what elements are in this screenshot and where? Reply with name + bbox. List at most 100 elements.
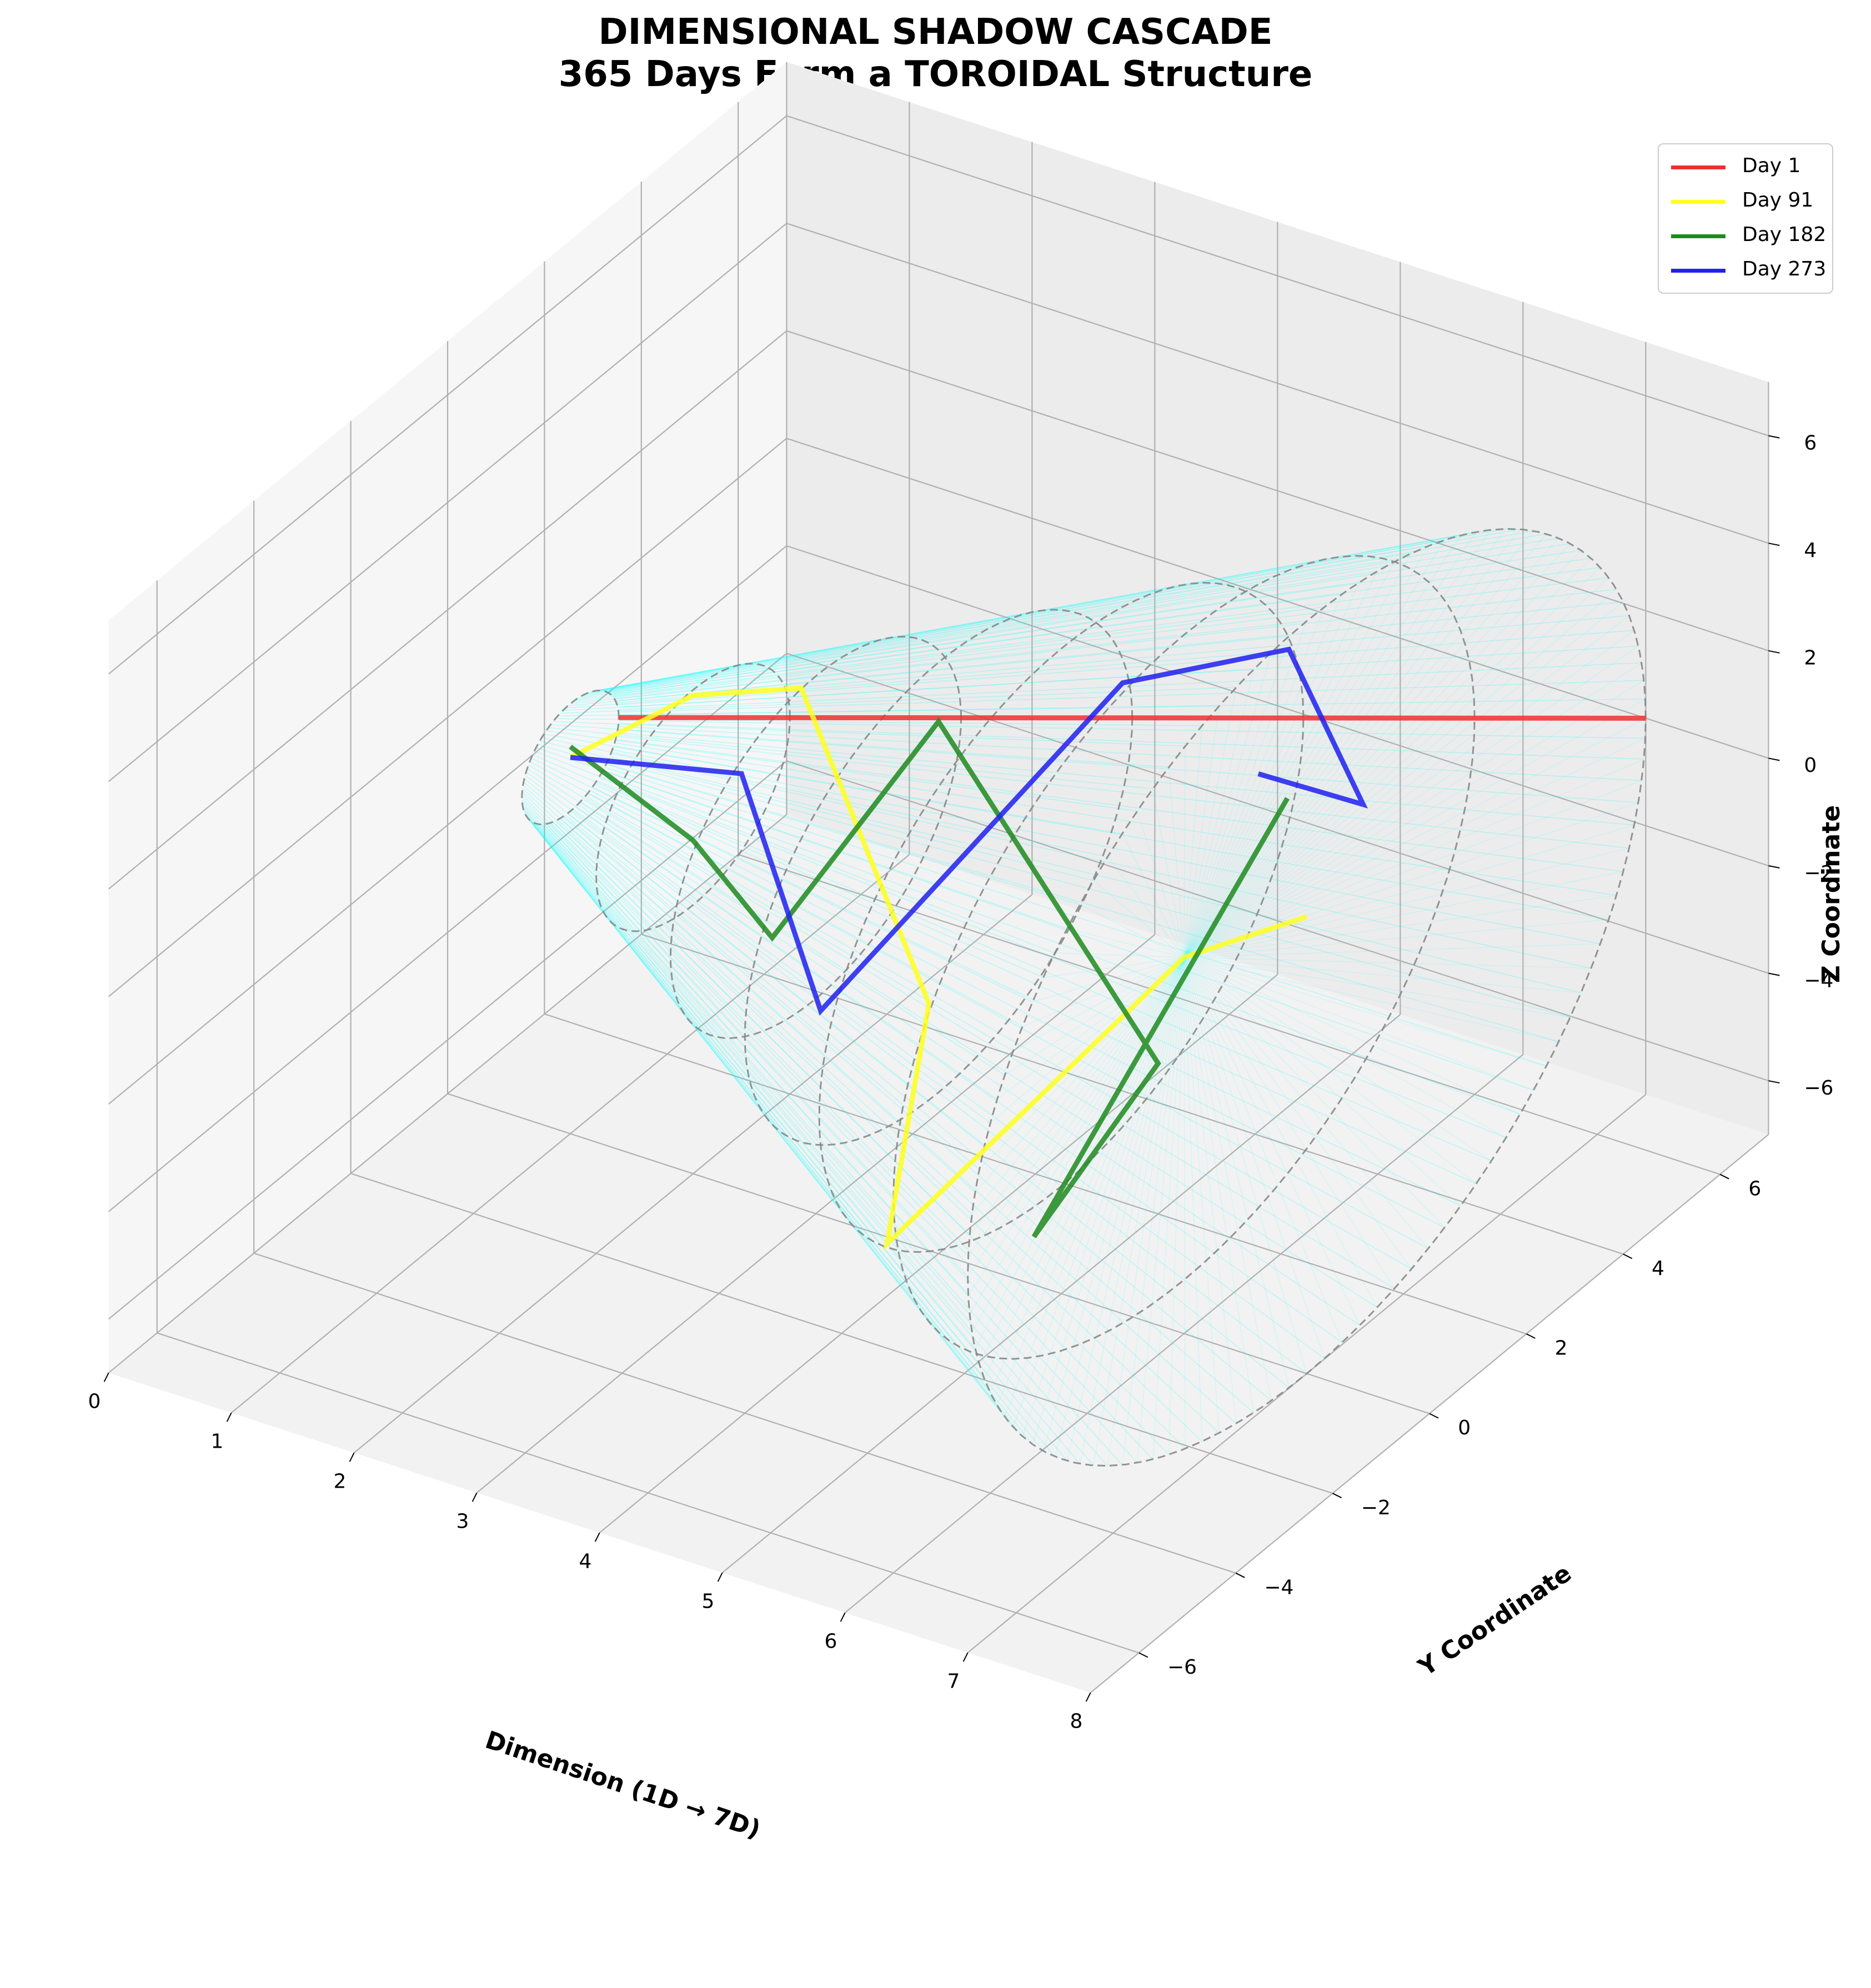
fan-line: [523, 785, 599, 854]
fan-line: [1183, 957, 1186, 1449]
fan-line: [672, 930, 748, 1002]
fan-line: [794, 1139, 882, 1246]
fan-line: [1136, 576, 1274, 601]
fan-line: [1023, 1213, 1139, 1314]
ring-ellipse: [967, 528, 1647, 1467]
fan-line: [1183, 543, 1571, 958]
fan-line: [781, 1132, 866, 1237]
fan-line: [918, 612, 1076, 640]
fan-line: [594, 784, 742, 851]
fan-line: [996, 957, 1185, 1100]
fan-line: [919, 1252, 1014, 1359]
gridline-floor-y: [641, 933, 1624, 1255]
fan-line: [776, 893, 859, 939]
fan-line: [1302, 685, 1473, 692]
fan-line: [1043, 957, 1185, 978]
fan-line: [1460, 829, 1629, 849]
fan-line: [1449, 869, 1617, 896]
fan-line: [823, 654, 949, 671]
fan-line: [596, 877, 671, 957]
fan-line: [1115, 625, 1283, 645]
fan-line: [845, 972, 926, 1025]
fan-line: [1035, 983, 1183, 1051]
fan-line: [1137, 811, 1185, 958]
fan-line: [526, 817, 608, 918]
fan-line: [1183, 725, 1203, 958]
fan-line: [1013, 957, 1185, 1052]
legend-swatch-day-182: [1671, 234, 1725, 238]
fan-line: [745, 1025, 820, 1103]
fan-line: [599, 846, 676, 912]
fan-line: [713, 1036, 802, 1143]
fan-line: [606, 819, 687, 871]
fan-line: [840, 990, 919, 1045]
fan-line: [1273, 553, 1412, 578]
fan-line: [850, 757, 952, 769]
fan-line: [1079, 957, 1185, 1464]
fan-line: [872, 1241, 959, 1347]
fan-line: [778, 710, 889, 714]
fan-line: [1107, 856, 1185, 958]
fan-line: [821, 1072, 897, 1144]
z-tick-label: 6: [1804, 431, 1817, 454]
fan-line: [635, 931, 731, 1039]
fan-line: [693, 904, 816, 1000]
fan-line: [1082, 589, 1242, 616]
fan-line: [835, 1007, 914, 1066]
x-tick-mark: [717, 1572, 723, 1582]
fan-line: [611, 805, 694, 851]
fan-line: [1409, 973, 1571, 1018]
fan-line: [624, 929, 714, 1037]
y-tick-label: −6: [1167, 1656, 1197, 1679]
fan-line: [724, 1037, 817, 1146]
fan-line: [1298, 777, 1468, 791]
fan-line: [528, 819, 610, 921]
fan-line: [1183, 957, 1237, 1424]
fan-line: [529, 820, 613, 923]
fan-line: [1389, 1016, 1547, 1067]
fan-line: [1302, 539, 1445, 566]
z-tick-mark: [1768, 435, 1780, 439]
z-tick-label: 0: [1804, 754, 1817, 777]
fan-line: [1400, 995, 1559, 1042]
fan-line: [693, 675, 816, 691]
fan-line: [602, 910, 681, 1007]
fan-line: [604, 664, 762, 692]
fan-line: [618, 722, 790, 730]
fan-line: [1130, 677, 1301, 687]
fan-line: [957, 676, 1128, 687]
fan-line: [640, 750, 737, 768]
fan-line: [1152, 957, 1185, 1459]
fan-line: [1183, 825, 1634, 958]
fan-line: [1115, 819, 1283, 845]
fan-line: [604, 826, 684, 882]
fan-line: [1183, 957, 1477, 1184]
fan-line: [768, 642, 929, 669]
fan-line: [824, 1144, 920, 1253]
fan-line: [986, 1234, 1095, 1339]
fan-line: [1168, 957, 1185, 1455]
fan-line: [775, 1128, 859, 1232]
fan-line: [979, 613, 1112, 635]
fan-line: [1302, 746, 1473, 754]
fan-line: [1183, 957, 1378, 1308]
fan-line: [1013, 836, 1108, 858]
fan-line: [938, 648, 1062, 663]
fan-line: [1035, 584, 1183, 612]
fan-line: [698, 900, 824, 993]
fan-line: [969, 957, 1185, 1315]
fan-line: [827, 1179, 904, 1272]
fan-line: [779, 657, 946, 678]
fan-line: [1232, 559, 1390, 587]
fan-line: [668, 921, 779, 1025]
fan-line: [1232, 966, 1390, 1017]
fan-line: [596, 882, 671, 966]
fan-line: [534, 822, 622, 929]
fan-line: [1137, 957, 1185, 1463]
ring-ellipse: [818, 581, 1305, 1253]
fan-line: [580, 675, 714, 697]
fan-line: [961, 726, 1132, 730]
fan-line: [614, 680, 782, 700]
gridline-left-z: [108, 652, 787, 1212]
fan-line: [1095, 874, 1257, 915]
